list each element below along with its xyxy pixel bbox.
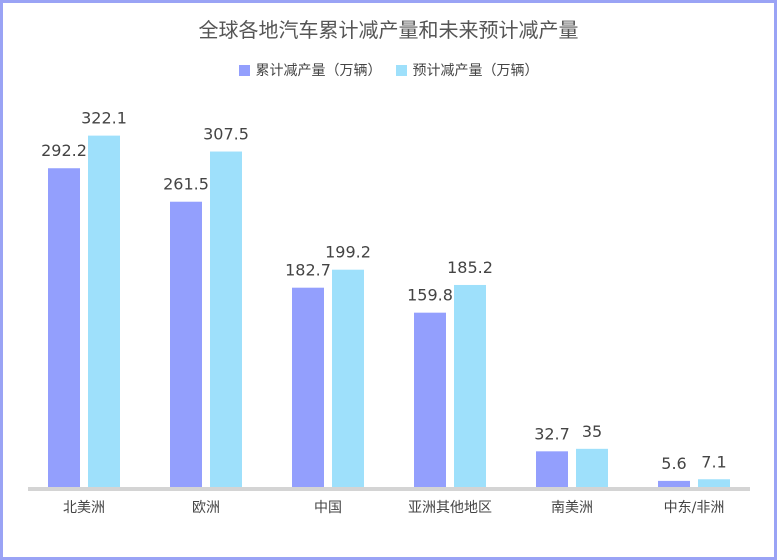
- bar-forecast-5: [698, 479, 730, 487]
- legend-swatch-cumulative: [238, 64, 250, 76]
- x-tick-label-0: 北美洲: [63, 500, 105, 516]
- legend-label-cumulative: 累计减产量（万辆）: [255, 63, 382, 79]
- bar-forecast-4: [576, 448, 608, 487]
- data-label-cumulative-1: 261.5: [163, 175, 209, 194]
- chart-title: 全球各地汽车累计减产量和未来预计减产量: [198, 18, 579, 42]
- bar-forecast-2: [332, 269, 364, 487]
- bar-forecast-0: [88, 135, 120, 488]
- bar-cumulative-4: [536, 451, 568, 487]
- data-label-forecast-0: 322.1: [81, 109, 127, 128]
- bar-cumulative-0: [48, 168, 80, 487]
- bar-cumulative-3: [414, 312, 446, 487]
- x-tick-label-1: 欧洲: [192, 500, 220, 516]
- bar-cumulative-5: [658, 480, 690, 487]
- data-label-cumulative-0: 292.2: [41, 141, 87, 160]
- chart-legend: 累计减产量（万辆） 预计减产量（万辆）: [0, 60, 777, 80]
- bar-forecast-1: [210, 151, 242, 487]
- bar-forecast-3: [454, 284, 486, 487]
- legend-swatch-forecast: [395, 64, 407, 76]
- legend-item-cumulative: 累计减产量（万辆）: [238, 60, 382, 80]
- bar-cumulative-2: [292, 287, 324, 487]
- data-label-forecast-2: 199.2: [325, 243, 371, 262]
- data-label-forecast-3: 185.2: [447, 258, 493, 277]
- bar-cumulative-1: [170, 201, 202, 487]
- x-tick-label-3: 亚洲其他地区: [408, 500, 492, 516]
- legend-item-forecast: 预计减产量（万辆）: [395, 60, 539, 80]
- x-tick-label-2: 中国: [314, 500, 342, 516]
- legend-label-forecast: 预计减产量（万辆）: [412, 63, 539, 79]
- data-label-cumulative-3: 159.8: [407, 286, 453, 305]
- data-label-cumulative-5: 5.6: [661, 454, 686, 473]
- x-tick-label-5: 中东/非洲: [664, 500, 725, 516]
- x-axis-line: [28, 487, 750, 491]
- data-label-cumulative-4: 32.7: [534, 424, 570, 443]
- data-label-cumulative-2: 182.7: [285, 261, 331, 280]
- data-label-forecast-5: 7.1: [701, 452, 726, 471]
- data-label-forecast-1: 307.5: [203, 125, 249, 144]
- x-tick-label-4: 南美洲: [551, 500, 593, 516]
- data-label-forecast-4: 35: [582, 422, 602, 441]
